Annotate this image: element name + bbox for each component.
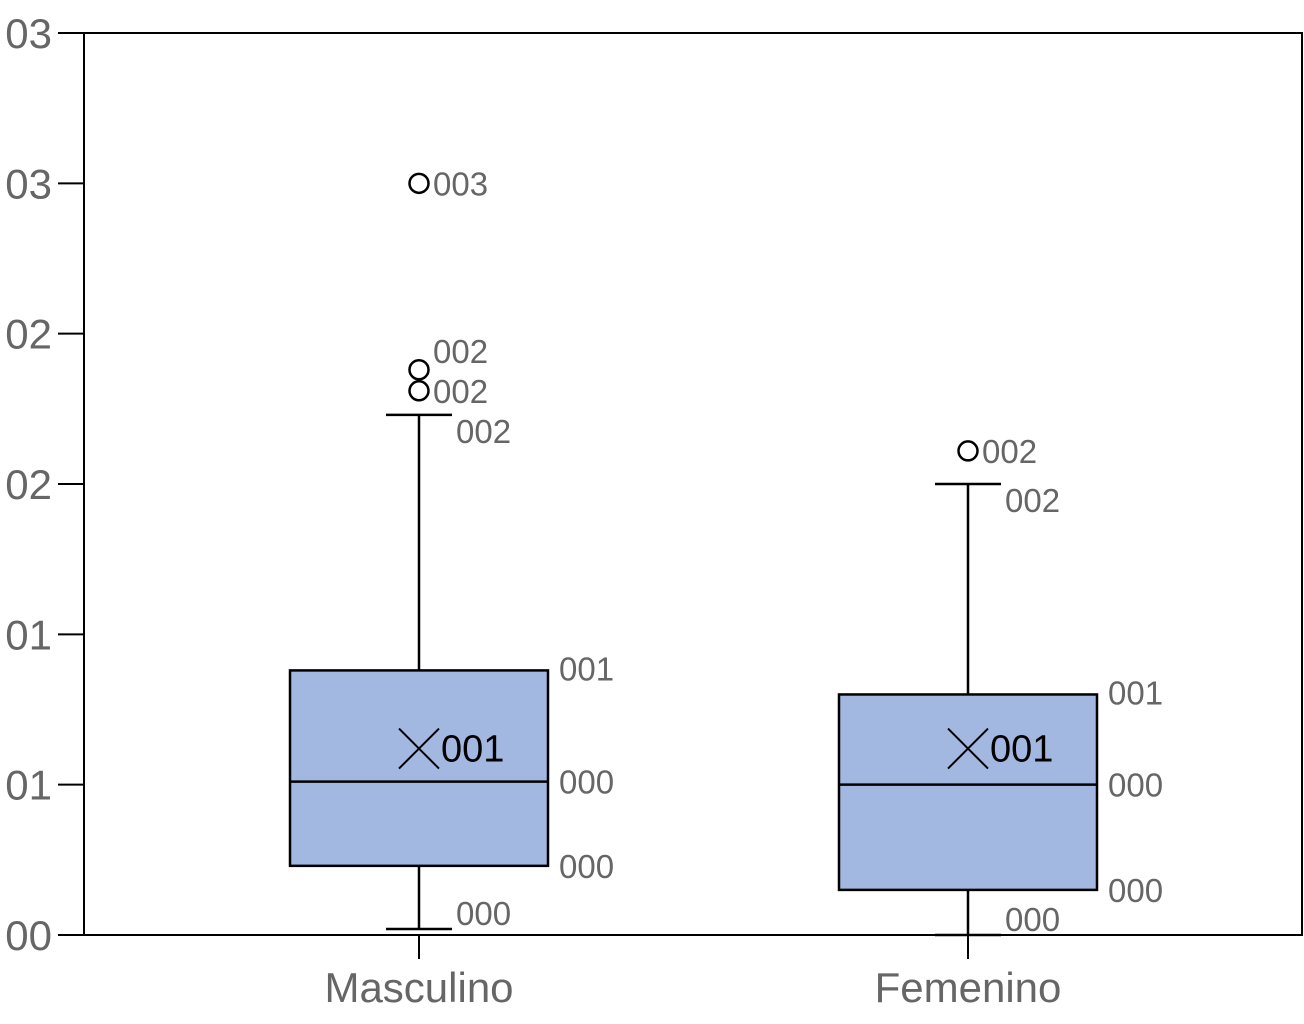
median-label: 000	[1108, 767, 1163, 804]
q3-label: 001	[1108, 674, 1163, 711]
outlier-point	[408, 358, 430, 381]
x-category-label: Masculino	[324, 964, 513, 1011]
q1-label: 000	[1108, 872, 1163, 909]
mean-marker	[947, 727, 989, 770]
whisker-low-label: 000	[456, 895, 511, 932]
outlier-point	[408, 380, 430, 402]
y-tick-label: 02	[5, 461, 52, 508]
q1-label: 000	[559, 848, 614, 885]
whisker-low-label: 000	[1005, 901, 1060, 938]
median-label: 000	[559, 764, 614, 801]
mean-label: 001	[990, 729, 1053, 771]
y-tick-label: 03	[5, 10, 52, 57]
outlier-point	[957, 440, 979, 462]
box-iqr	[288, 669, 550, 868]
y-tick-label: 00	[5, 912, 52, 959]
x-category-label: Femenino	[875, 964, 1062, 1011]
outlier-label: 002	[433, 373, 488, 410]
outlier-label: 002	[433, 333, 488, 370]
box-iqr	[837, 693, 1099, 892]
whisker-high-label: 002	[1005, 482, 1060, 519]
mean-label: 001	[441, 729, 504, 771]
y-tick-label: 03	[5, 160, 52, 207]
y-tick-label: 01	[5, 762, 52, 809]
outlier-point	[408, 172, 430, 195]
outlier-label: 003	[433, 165, 488, 202]
whisker-high-label: 002	[456, 413, 511, 450]
mean-marker	[398, 727, 440, 770]
y-tick-label: 02	[5, 311, 52, 358]
y-tick-label: 01	[5, 611, 52, 658]
q3-label: 001	[559, 650, 614, 687]
outlier-label: 002	[982, 433, 1037, 470]
